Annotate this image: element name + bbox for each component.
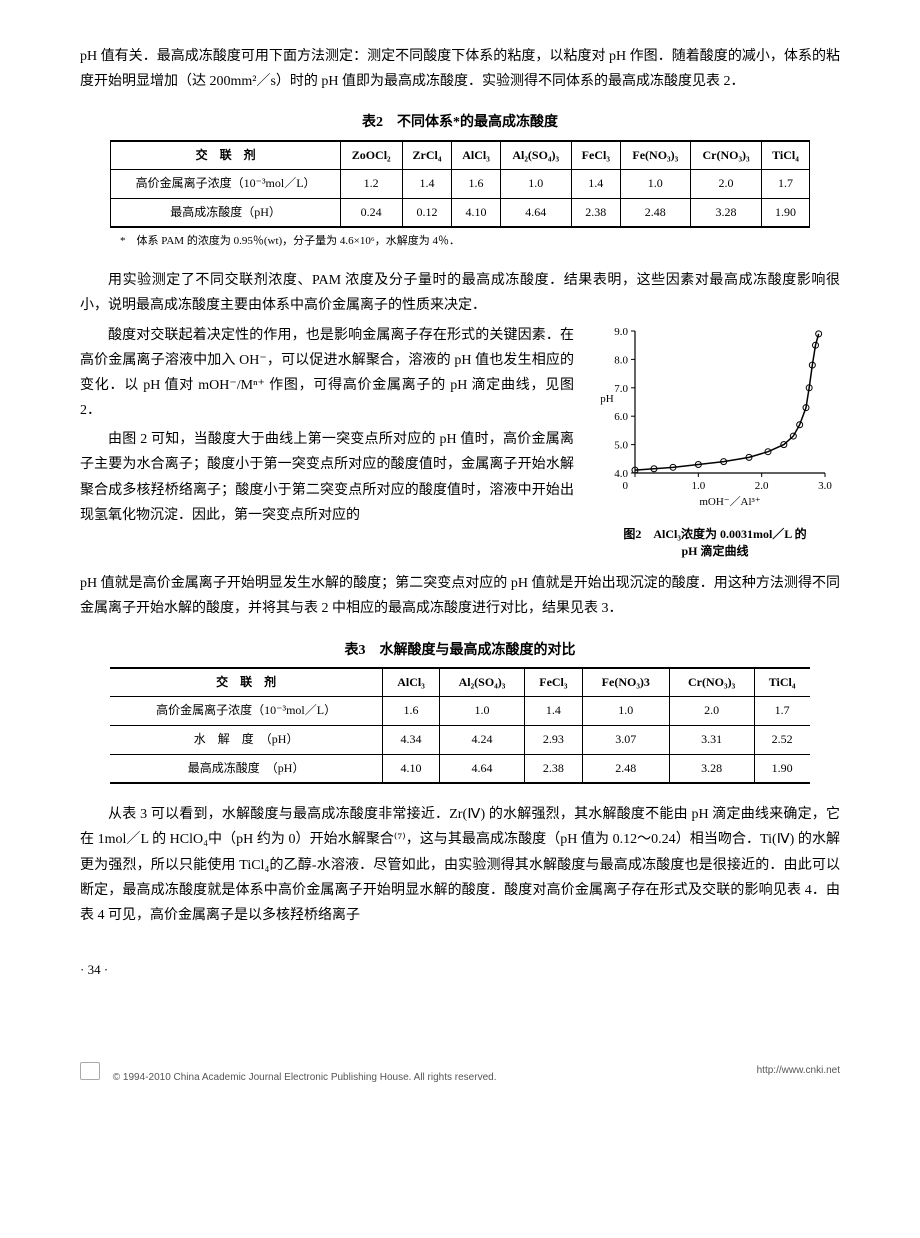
svg-text:3.0: 3.0 bbox=[818, 480, 832, 492]
table2-title: 表2 不同体系*的最高成冻酸度 bbox=[80, 110, 840, 135]
table2-h0: 交 联 剂 bbox=[111, 141, 340, 170]
svg-text:pH: pH bbox=[600, 393, 614, 405]
footer: © 1994-2010 China Academic Journal Elect… bbox=[80, 1062, 840, 1087]
para-5: 从表 3 可以看到，水解酸度与最高成冻酸度非常接近．Zr(Ⅳ) 的水解强烈，其水… bbox=[80, 802, 840, 928]
svg-text:6.0: 6.0 bbox=[614, 411, 628, 423]
svg-text:2.0: 2.0 bbox=[755, 480, 769, 492]
table2-footnote: * 体系 PAM 的浓度为 0.95％(wt)，分子量为 4.6×10⁶，水解度… bbox=[120, 232, 840, 252]
para-1: 用实验测定了不同交联剂浓度、PAM 浓度及分子量时的最高成冻酸度．结果表明，这些… bbox=[80, 268, 840, 318]
figure2: 4.05.06.07.08.09.01.02.03.00pHmOH⁻／Al³⁺ … bbox=[590, 323, 840, 560]
figure2-svg: 4.0 5.0 6.0 7.0 8.0 9.0 1.0 2.0 3.0 0 pH mOH⁻／Al³⁺ bbox=[595, 323, 835, 513]
table2-row-1: 最高成冻酸度（pH） 0.24 0.12 4.10 4.64 2.38 2.48… bbox=[111, 198, 809, 227]
page-number: · 34 · bbox=[80, 958, 840, 981]
table2-h8: TiCl₄ bbox=[762, 141, 809, 170]
table2-h5: FeCl₃ bbox=[571, 141, 620, 170]
table2-row-0: 高价金属离子浓度（10⁻³mol／L） 1.2 1.4 1.6 1.0 1.4 … bbox=[111, 170, 809, 199]
para-4: pH 值就是高价金属离子开始明显发生水解的酸度；第二突变点对应的 pH 值就是开… bbox=[80, 571, 840, 621]
table2-h4: Al₂(SO₄)₃ bbox=[500, 141, 571, 170]
table3-title: 表3 水解酸度与最高成冻酸度的对比 bbox=[80, 638, 840, 663]
table3-row-0: 高价金属离子浓度（10⁻³mol／L） 1.6 1.0 1.4 1.0 2.0 … bbox=[110, 697, 809, 726]
table2-h7: Cr(NO₃)₃ bbox=[690, 141, 762, 170]
table2-h6: Fe(NO₃)₃ bbox=[620, 141, 690, 170]
table2-h2: ZrCl₄ bbox=[402, 141, 452, 170]
table2-header-row: 交 联 剂 ZoOCl₂ ZrCl₄ AlCl₃ Al₂(SO₄)₃ FeCl₃… bbox=[111, 141, 809, 170]
table2-h1: ZoOCl₂ bbox=[340, 141, 402, 170]
svg-text:9.0: 9.0 bbox=[614, 326, 628, 338]
svg-text:mOH⁻／Al³⁺: mOH⁻／Al³⁺ bbox=[699, 495, 761, 508]
footer-icon bbox=[80, 1062, 100, 1080]
figure2-caption: 图2 AlCl₃浓度为 0.0031mol／L 的 pH 滴定曲线 bbox=[590, 526, 840, 560]
svg-text:7.0: 7.0 bbox=[614, 382, 628, 394]
table2: 交 联 剂 ZoOCl₂ ZrCl₄ AlCl₃ Al₂(SO₄)₃ FeCl₃… bbox=[110, 140, 809, 229]
svg-text:0: 0 bbox=[623, 480, 629, 492]
svg-text:1.0: 1.0 bbox=[691, 480, 705, 492]
svg-text:8.0: 8.0 bbox=[614, 354, 628, 366]
table3-header-row: 交 联 剂 AlCl₃ Al₂(SO₄)₃ FeCl₃ Fe(NO₃)3 Cr(… bbox=[110, 668, 809, 697]
table2-h3: AlCl₃ bbox=[452, 141, 500, 170]
svg-text:5.0: 5.0 bbox=[614, 439, 628, 451]
table3-row-2: 最高成冻酸度 （pH） 4.10 4.64 2.38 2.48 3.28 1.9… bbox=[110, 754, 809, 783]
table3-row-1: 水 解 度 （pH） 4.34 4.24 2.93 3.07 3.31 2.52 bbox=[110, 726, 809, 755]
intro-paragraph: pH 值有关．最高成冻酸度可用下面方法测定：测定不同酸度下体系的粘度，以粘度对 … bbox=[80, 44, 840, 94]
table3: 交 联 剂 AlCl₃ Al₂(SO₄)₃ FeCl₃ Fe(NO₃)3 Cr(… bbox=[110, 667, 809, 784]
footer-text: © 1994-2010 China Academic Journal Elect… bbox=[113, 1072, 497, 1083]
svg-text:4.0: 4.0 bbox=[614, 468, 628, 480]
footer-url: http://www.cnki.net bbox=[757, 1062, 840, 1087]
